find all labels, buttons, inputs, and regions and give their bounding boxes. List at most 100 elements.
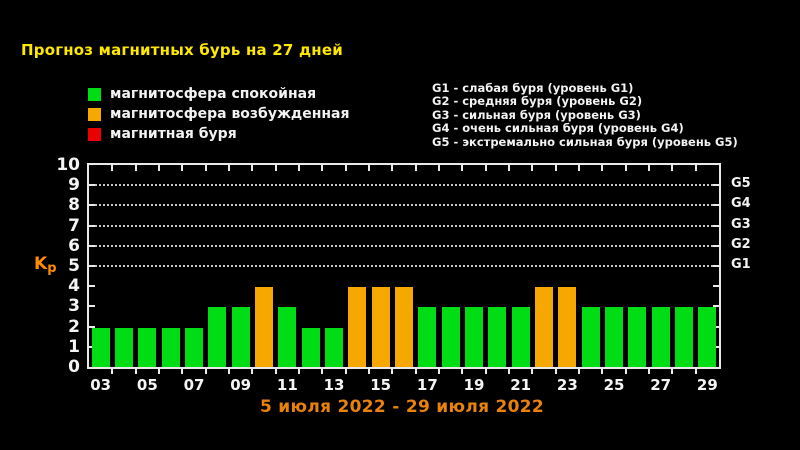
y-tick-label-5: 5 bbox=[68, 256, 80, 276]
x-tick-bottom bbox=[228, 369, 230, 374]
kp-bar-day-29 bbox=[698, 307, 717, 367]
kp-bar-day-20 bbox=[488, 307, 507, 367]
kp-bar-day-13 bbox=[324, 327, 344, 367]
y-tick-label-6: 6 bbox=[68, 235, 80, 256]
kp-bar-day-25 bbox=[604, 307, 624, 367]
x-tick-top bbox=[578, 165, 580, 171]
x-tick-label-23: 23 bbox=[556, 376, 578, 394]
x-tick-top bbox=[554, 165, 557, 171]
y-tick-right bbox=[713, 285, 719, 288]
legend-item-label: магнитосфера спокойная bbox=[110, 86, 317, 102]
x-tick-bottom bbox=[531, 369, 534, 374]
y-axis-title-kp: Kp bbox=[34, 254, 57, 276]
storm-color-swatch bbox=[88, 127, 101, 141]
y-tick-label-4: 4 bbox=[68, 276, 80, 297]
x-tick-top bbox=[251, 165, 254, 171]
grid-line-G4 bbox=[92, 204, 716, 207]
y-tick-left bbox=[89, 285, 95, 288]
legend-item-excited: магнитосфера возбужденная bbox=[88, 104, 349, 124]
date-range-caption: 5 июля 2022 - 29 июля 2022 bbox=[259, 397, 545, 417]
x-tick-top bbox=[531, 165, 534, 171]
x-tick-label-03: 03 bbox=[90, 376, 112, 394]
x-tick-bottom bbox=[204, 369, 207, 374]
x-tick-bottom bbox=[181, 369, 184, 374]
g-axis-label-G4: G4 bbox=[731, 196, 751, 212]
x-tick-bottom bbox=[274, 369, 277, 374]
legend-item-calm: магнитосфера спокойная bbox=[88, 84, 349, 104]
legend-item-label: магнитосфера возбужденная bbox=[110, 106, 350, 122]
x-tick-top bbox=[158, 165, 160, 171]
page-title: Прогноз магнитных бурь на 27 дней bbox=[21, 41, 343, 59]
x-tick-label-27: 27 bbox=[650, 376, 672, 394]
x-tick-bottom bbox=[414, 369, 417, 374]
x-tick-bottom bbox=[648, 369, 650, 374]
x-tick-label-21: 21 bbox=[510, 376, 532, 394]
y-tick-left bbox=[89, 204, 95, 207]
y-tick-left bbox=[89, 325, 95, 328]
x-tick-bottom bbox=[461, 369, 464, 374]
kp-bar-day-23 bbox=[558, 287, 577, 367]
kp-bar-day-15 bbox=[371, 287, 390, 367]
kp-bar-day-26 bbox=[628, 307, 647, 367]
kp-bar-day-03 bbox=[91, 327, 110, 367]
x-tick-top bbox=[391, 165, 394, 171]
x-tick-bottom bbox=[601, 369, 604, 374]
x-tick-top bbox=[368, 165, 370, 171]
x-tick-top bbox=[344, 165, 347, 171]
y-tick-right bbox=[713, 265, 719, 267]
x-tick-label-17: 17 bbox=[416, 376, 438, 394]
kp-bar-day-11 bbox=[278, 307, 297, 367]
g-levels-legend: G1 - слабая буря (уровень G1) G2 - средн… bbox=[432, 81, 738, 149]
kp-bar-day-16 bbox=[394, 287, 414, 367]
x-tick-bottom bbox=[694, 369, 697, 374]
x-tick-top bbox=[274, 165, 277, 171]
x-tick-top bbox=[624, 165, 627, 171]
kp-bar-day-04 bbox=[114, 327, 134, 367]
x-tick-top bbox=[601, 165, 604, 171]
g-axis-label-G5: G5 bbox=[731, 176, 751, 192]
g-level-description: G1 - слабая буря (уровень G1) bbox=[432, 81, 634, 95]
x-tick-bottom bbox=[624, 369, 627, 374]
x-tick-top bbox=[228, 165, 230, 171]
g-level-description: G3 - сильная буря (уровень G3) bbox=[432, 107, 641, 122]
x-tick-bottom bbox=[111, 369, 114, 374]
x-tick-bottom bbox=[438, 369, 440, 374]
kp-bar-day-17 bbox=[418, 307, 437, 367]
x-tick-bottom bbox=[251, 369, 254, 374]
g-axis-label-G2: G2 bbox=[731, 236, 751, 252]
kp-bar-day-07 bbox=[184, 327, 204, 367]
grid-line-G3 bbox=[92, 224, 716, 227]
grid-line-G5 bbox=[92, 184, 716, 187]
x-tick-label-11: 11 bbox=[276, 376, 298, 394]
x-tick-bottom bbox=[508, 369, 510, 374]
kp-bar-day-10 bbox=[254, 287, 274, 367]
kp-bar-day-05 bbox=[138, 327, 157, 367]
y-tick-label-0: 0 bbox=[68, 357, 80, 377]
color-legend: магнитосфера спокойная магнитосфера возб… bbox=[88, 84, 349, 144]
x-tick-bottom bbox=[554, 369, 557, 374]
x-tick-label-13: 13 bbox=[323, 376, 345, 394]
x-tick-bottom bbox=[368, 369, 370, 374]
g-axis-label-G1: G1 bbox=[731, 257, 751, 272]
excited-color-swatch bbox=[88, 107, 101, 121]
grid-line-G2 bbox=[92, 244, 716, 247]
kp-bar-day-12 bbox=[301, 327, 320, 367]
y-tick-label-1: 1 bbox=[68, 336, 80, 357]
kp-bar-day-06 bbox=[161, 327, 180, 367]
calm-color-swatch bbox=[88, 87, 101, 101]
y-tick-left bbox=[89, 224, 95, 227]
x-tick-top bbox=[298, 165, 300, 171]
x-tick-top bbox=[648, 165, 650, 171]
x-tick-top bbox=[461, 165, 464, 171]
plot-area: G1 G2 G3 G4 G5 0 1 2 3 4 5 6 7 8 9 10 03 05 07 09 11 13 15 17 19… bbox=[56, 156, 750, 394]
x-tick-top bbox=[671, 165, 674, 171]
x-tick-top bbox=[508, 165, 510, 171]
x-tick-top bbox=[181, 165, 184, 171]
x-tick-top bbox=[694, 165, 697, 171]
x-tick-top bbox=[321, 165, 324, 171]
kp-bar-day-22 bbox=[534, 287, 554, 367]
x-tick-top bbox=[484, 165, 487, 171]
x-tick-top bbox=[134, 165, 137, 171]
x-tick-label-15: 15 bbox=[370, 376, 392, 394]
